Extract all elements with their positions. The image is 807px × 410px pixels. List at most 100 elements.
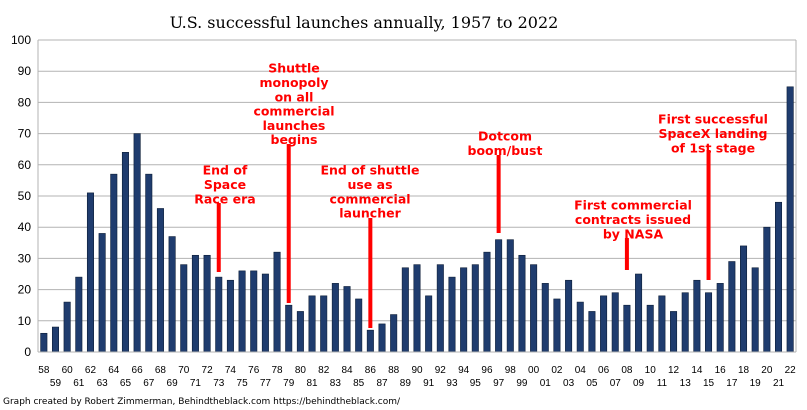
bar-79 bbox=[285, 304, 293, 353]
x-tick-label: 20 bbox=[761, 365, 773, 376]
y-tick-label: 50 bbox=[18, 189, 32, 203]
bar-67 bbox=[145, 173, 153, 353]
annotation-text-line: by NASA bbox=[603, 226, 664, 241]
bar-71 bbox=[191, 254, 199, 353]
x-tick-label: 06 bbox=[598, 365, 610, 376]
annotation-text-line: launches bbox=[263, 118, 326, 133]
bar-98 bbox=[506, 239, 514, 353]
bar-05 bbox=[588, 311, 596, 353]
x-tick-label: 92 bbox=[435, 365, 447, 376]
bar-77 bbox=[261, 273, 269, 353]
bar-14 bbox=[693, 279, 701, 353]
bar-18 bbox=[740, 245, 748, 353]
bar-76 bbox=[250, 270, 258, 353]
bar-69 bbox=[168, 236, 176, 353]
bar-68 bbox=[156, 208, 164, 353]
x-tick-label: 67 bbox=[143, 378, 155, 389]
bar-80 bbox=[296, 311, 304, 353]
bar-84 bbox=[343, 286, 351, 353]
x-tick-label: 60 bbox=[62, 365, 74, 376]
bar-89 bbox=[401, 267, 409, 353]
x-tick-label: 05 bbox=[586, 378, 598, 389]
y-tick-label: 0 bbox=[24, 345, 31, 359]
x-tick-label: 98 bbox=[505, 365, 517, 376]
x-tick-label: 16 bbox=[715, 365, 727, 376]
x-tick-label: 73 bbox=[213, 378, 225, 389]
x-tick-label: 78 bbox=[271, 365, 283, 376]
bar-64 bbox=[110, 173, 118, 353]
bar-72 bbox=[203, 254, 211, 353]
x-tick-label: 94 bbox=[458, 365, 470, 376]
x-tick-label: 15 bbox=[703, 378, 715, 389]
bar-83 bbox=[331, 283, 339, 353]
bar-00 bbox=[530, 264, 538, 353]
x-tick-label: 17 bbox=[726, 378, 738, 389]
x-tick-label: 80 bbox=[295, 365, 307, 376]
bar-61 bbox=[75, 276, 83, 353]
x-tick-label: 66 bbox=[132, 365, 144, 376]
annotation-text-line: Dotcom bbox=[478, 129, 532, 144]
bar-16 bbox=[716, 283, 724, 353]
bar-74 bbox=[226, 279, 234, 353]
bar-06 bbox=[600, 295, 608, 353]
bar-65 bbox=[121, 152, 129, 353]
x-tick-label: 00 bbox=[528, 365, 540, 376]
x-tick-label: 11 bbox=[657, 378, 668, 389]
bar-88 bbox=[390, 314, 398, 353]
annotation-text-line: begins bbox=[271, 132, 318, 147]
x-tick-label: 10 bbox=[645, 365, 657, 376]
x-tick-label: 64 bbox=[108, 365, 120, 376]
x-tick-label: 86 bbox=[365, 365, 377, 376]
axes bbox=[37, 40, 797, 353]
bar-59 bbox=[51, 326, 60, 353]
bar-66 bbox=[133, 133, 141, 353]
bar-82 bbox=[320, 295, 328, 353]
x-tick-label: 58 bbox=[38, 365, 50, 376]
annotation-text-line: Race era bbox=[194, 191, 255, 206]
x-tick-label: 13 bbox=[680, 378, 692, 389]
y-tick-label: 90 bbox=[18, 64, 32, 78]
x-tick-label: 07 bbox=[610, 378, 622, 389]
y-tick-label: 30 bbox=[18, 251, 32, 265]
annotation-text-line: Shuttle bbox=[268, 61, 320, 76]
annotation-text-line: launcher bbox=[339, 206, 401, 221]
x-tick-label: 85 bbox=[353, 378, 365, 389]
annotation-text-line: use as bbox=[347, 177, 392, 192]
bar-75 bbox=[238, 270, 246, 353]
bar-91 bbox=[425, 295, 433, 353]
x-tick-label: 87 bbox=[376, 378, 388, 389]
x-tick-label: 14 bbox=[691, 365, 703, 376]
bar-10 bbox=[646, 304, 654, 353]
bar-19 bbox=[751, 267, 759, 353]
x-tick-label: 93 bbox=[446, 378, 458, 389]
x-tick-label: 08 bbox=[621, 365, 633, 376]
bar-58 bbox=[40, 332, 48, 353]
annotation-text-line: on all bbox=[275, 89, 314, 104]
bar-73 bbox=[215, 276, 223, 353]
bar-97 bbox=[495, 239, 503, 353]
annotation-text-line: commercial bbox=[253, 104, 334, 119]
y-tick-label: 100 bbox=[11, 33, 31, 47]
x-tick-label: 83 bbox=[330, 378, 342, 389]
bar-15 bbox=[705, 292, 713, 353]
bar-03 bbox=[565, 279, 573, 353]
bar-96 bbox=[483, 251, 491, 353]
bar-13 bbox=[681, 292, 689, 353]
bar-81 bbox=[308, 295, 316, 353]
x-tick-label: 71 bbox=[190, 378, 202, 389]
bar-01 bbox=[541, 283, 549, 353]
x-tick-label: 09 bbox=[633, 378, 645, 389]
annotation-text-line: of 1st stage bbox=[671, 140, 755, 155]
x-tick-label: 91 bbox=[423, 378, 435, 389]
annotation-text-line: commercial bbox=[329, 191, 410, 206]
x-tick-label: 90 bbox=[411, 365, 423, 376]
annotation-text-line: monopoly bbox=[259, 75, 328, 90]
x-tick-label: 74 bbox=[225, 365, 237, 376]
x-tick-label: 70 bbox=[178, 365, 190, 376]
